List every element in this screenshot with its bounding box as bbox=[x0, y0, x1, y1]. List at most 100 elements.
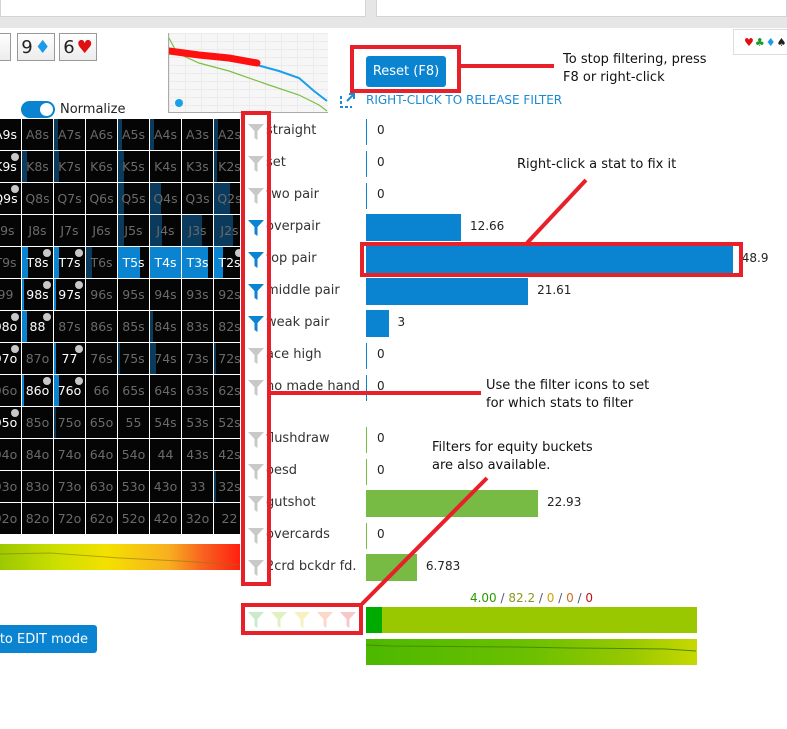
hand-cell[interactable]: T5s bbox=[118, 247, 149, 278]
hand-cell[interactable]: 84o bbox=[22, 439, 53, 470]
hand-cell[interactable]: 83o bbox=[22, 471, 53, 502]
filter-icon[interactable] bbox=[248, 347, 264, 369]
stat-row[interactable]: no made hand 0 bbox=[248, 372, 768, 404]
hand-cell[interactable]: 74o bbox=[54, 439, 85, 470]
hand-cell[interactable]: 83s bbox=[182, 311, 213, 342]
hand-cell[interactable]: T7s bbox=[54, 247, 85, 278]
stat-row[interactable]: two pair 0 bbox=[248, 180, 768, 212]
hand-cell[interactable]: A6s bbox=[86, 119, 117, 150]
stat-row[interactable]: 2crd bckdr fd. 6.783 bbox=[248, 552, 768, 584]
hand-cell[interactable]: 62o bbox=[86, 503, 117, 534]
stat-row[interactable]: weak pair 3 bbox=[248, 308, 768, 340]
hand-cell[interactable]: 99 bbox=[0, 279, 21, 310]
hand-cell[interactable]: 33 bbox=[182, 471, 213, 502]
hand-cell[interactable]: 73s bbox=[182, 343, 213, 374]
hand-cell[interactable]: 76s bbox=[86, 343, 117, 374]
hand-cell[interactable]: T3s bbox=[182, 247, 213, 278]
equity-filter-icon[interactable] bbox=[294, 611, 310, 633]
hand-cell[interactable]: J5s bbox=[118, 215, 149, 246]
hand-cell[interactable]: J2s bbox=[214, 215, 240, 246]
hand-cell[interactable]: T9s bbox=[0, 247, 21, 278]
hand-cell[interactable]: Q4s bbox=[150, 183, 181, 214]
stat-bar[interactable] bbox=[366, 246, 733, 273]
hand-cell[interactable]: A3s bbox=[182, 119, 213, 150]
hand-cell[interactable]: 72o bbox=[54, 503, 85, 534]
hand-cell[interactable]: 92s bbox=[214, 279, 240, 310]
hand-cell[interactable]: 42s bbox=[214, 439, 240, 470]
hand-cell[interactable]: T8s bbox=[22, 247, 53, 278]
hand-cell[interactable]: T6s bbox=[86, 247, 117, 278]
hand-cell[interactable]: 98s bbox=[22, 279, 53, 310]
hand-cell[interactable]: J8s bbox=[22, 215, 53, 246]
hand-cell[interactable]: K6s bbox=[86, 151, 117, 182]
hand-cell[interactable]: 52o bbox=[118, 503, 149, 534]
filter-icon[interactable] bbox=[248, 495, 264, 517]
hand-cell[interactable]: A7s bbox=[54, 119, 85, 150]
filter-icon[interactable] bbox=[248, 463, 264, 485]
hand-cell[interactable]: 87s bbox=[54, 311, 85, 342]
hand-cell[interactable]: 85o bbox=[22, 407, 53, 438]
hand-cell[interactable]: K9s bbox=[0, 151, 21, 182]
hand-cell[interactable]: 53o bbox=[118, 471, 149, 502]
hand-cell[interactable]: 22 bbox=[214, 503, 240, 534]
hand-cell[interactable]: 42o bbox=[150, 503, 181, 534]
stat-bar[interactable] bbox=[366, 310, 389, 337]
stat-row[interactable]: oesd 0 bbox=[248, 456, 768, 488]
hand-cell[interactable]: 64s bbox=[150, 375, 181, 406]
hand-cell[interactable]: K7s bbox=[54, 151, 85, 182]
hand-cell[interactable]: 86s bbox=[86, 311, 117, 342]
hand-cell[interactable]: Q6s bbox=[86, 183, 117, 214]
hand-cell[interactable]: Q5s bbox=[118, 183, 149, 214]
hand-cell[interactable]: Q8s bbox=[22, 183, 53, 214]
hand-cell[interactable]: 97s bbox=[54, 279, 85, 310]
stat-row[interactable]: overcards 0 bbox=[248, 520, 768, 552]
hand-cell[interactable]: 44 bbox=[150, 439, 181, 470]
hand-cell[interactable]: A4s bbox=[150, 119, 181, 150]
stat-row[interactable]: overpair 12.66 bbox=[248, 212, 768, 244]
filter-icon[interactable] bbox=[248, 379, 264, 401]
hand-cell[interactable]: J9s bbox=[0, 215, 21, 246]
hand-cell[interactable]: A2s bbox=[214, 119, 240, 150]
hand-cell[interactable]: 32o bbox=[182, 503, 213, 534]
stat-row[interactable]: straight 0 bbox=[248, 116, 768, 148]
stat-row[interactable]: ace high 0 bbox=[248, 340, 768, 372]
stat-row[interactable]: middle pair 21.61 bbox=[248, 276, 768, 308]
hand-cell[interactable]: K3s bbox=[182, 151, 213, 182]
normalize-toggle[interactable] bbox=[21, 101, 55, 118]
hand-cell[interactable]: T4s bbox=[150, 247, 181, 278]
hand-cell[interactable]: 94s bbox=[150, 279, 181, 310]
hand-cell[interactable]: 95s bbox=[118, 279, 149, 310]
hand-cell[interactable]: 82s bbox=[214, 311, 240, 342]
hand-cell[interactable]: 94o bbox=[0, 439, 21, 470]
hand-cell[interactable]: 96o bbox=[0, 375, 21, 406]
release-filter-link[interactable]: RIGHT-CLICK TO RELEASE FILTER bbox=[366, 93, 563, 107]
filter-icon[interactable] bbox=[248, 251, 264, 273]
hand-cell[interactable]: 43s bbox=[182, 439, 213, 470]
reset-filter-button[interactable]: Reset (F8) bbox=[366, 56, 446, 87]
hand-cell[interactable]: 66 bbox=[86, 375, 117, 406]
hand-cell[interactable]: K2s bbox=[214, 151, 240, 182]
hand-cell[interactable]: J6s bbox=[86, 215, 117, 246]
hand-cell[interactable]: 54o bbox=[118, 439, 149, 470]
hand-cell[interactable]: J7s bbox=[54, 215, 85, 246]
hand-cell[interactable]: K8s bbox=[22, 151, 53, 182]
hand-cell[interactable]: 97o bbox=[0, 343, 21, 374]
hand-cell[interactable]: Q9s bbox=[0, 183, 21, 214]
hand-cell[interactable]: 74s bbox=[150, 343, 181, 374]
hand-cell[interactable]: 53s bbox=[182, 407, 213, 438]
hand-cell[interactable]: 55 bbox=[118, 407, 149, 438]
stat-row[interactable]: top pair 48.9 bbox=[248, 244, 768, 276]
equity-filter-icon[interactable] bbox=[340, 611, 356, 633]
hand-cell[interactable]: 65s bbox=[118, 375, 149, 406]
hand-cell[interactable]: 72s bbox=[214, 343, 240, 374]
hand-cell[interactable]: A5s bbox=[118, 119, 149, 150]
hand-cell[interactable]: 62s bbox=[214, 375, 240, 406]
hand-cell[interactable]: 93o bbox=[0, 471, 21, 502]
hand-cell[interactable]: Q7s bbox=[54, 183, 85, 214]
hand-cell[interactable]: 75s bbox=[118, 343, 149, 374]
expand-icon[interactable] bbox=[340, 92, 356, 112]
filter-icon[interactable] bbox=[248, 155, 264, 177]
hand-cell[interactable]: 75o bbox=[54, 407, 85, 438]
hand-cell[interactable]: 96s bbox=[86, 279, 117, 310]
filter-icon[interactable] bbox=[248, 219, 264, 241]
